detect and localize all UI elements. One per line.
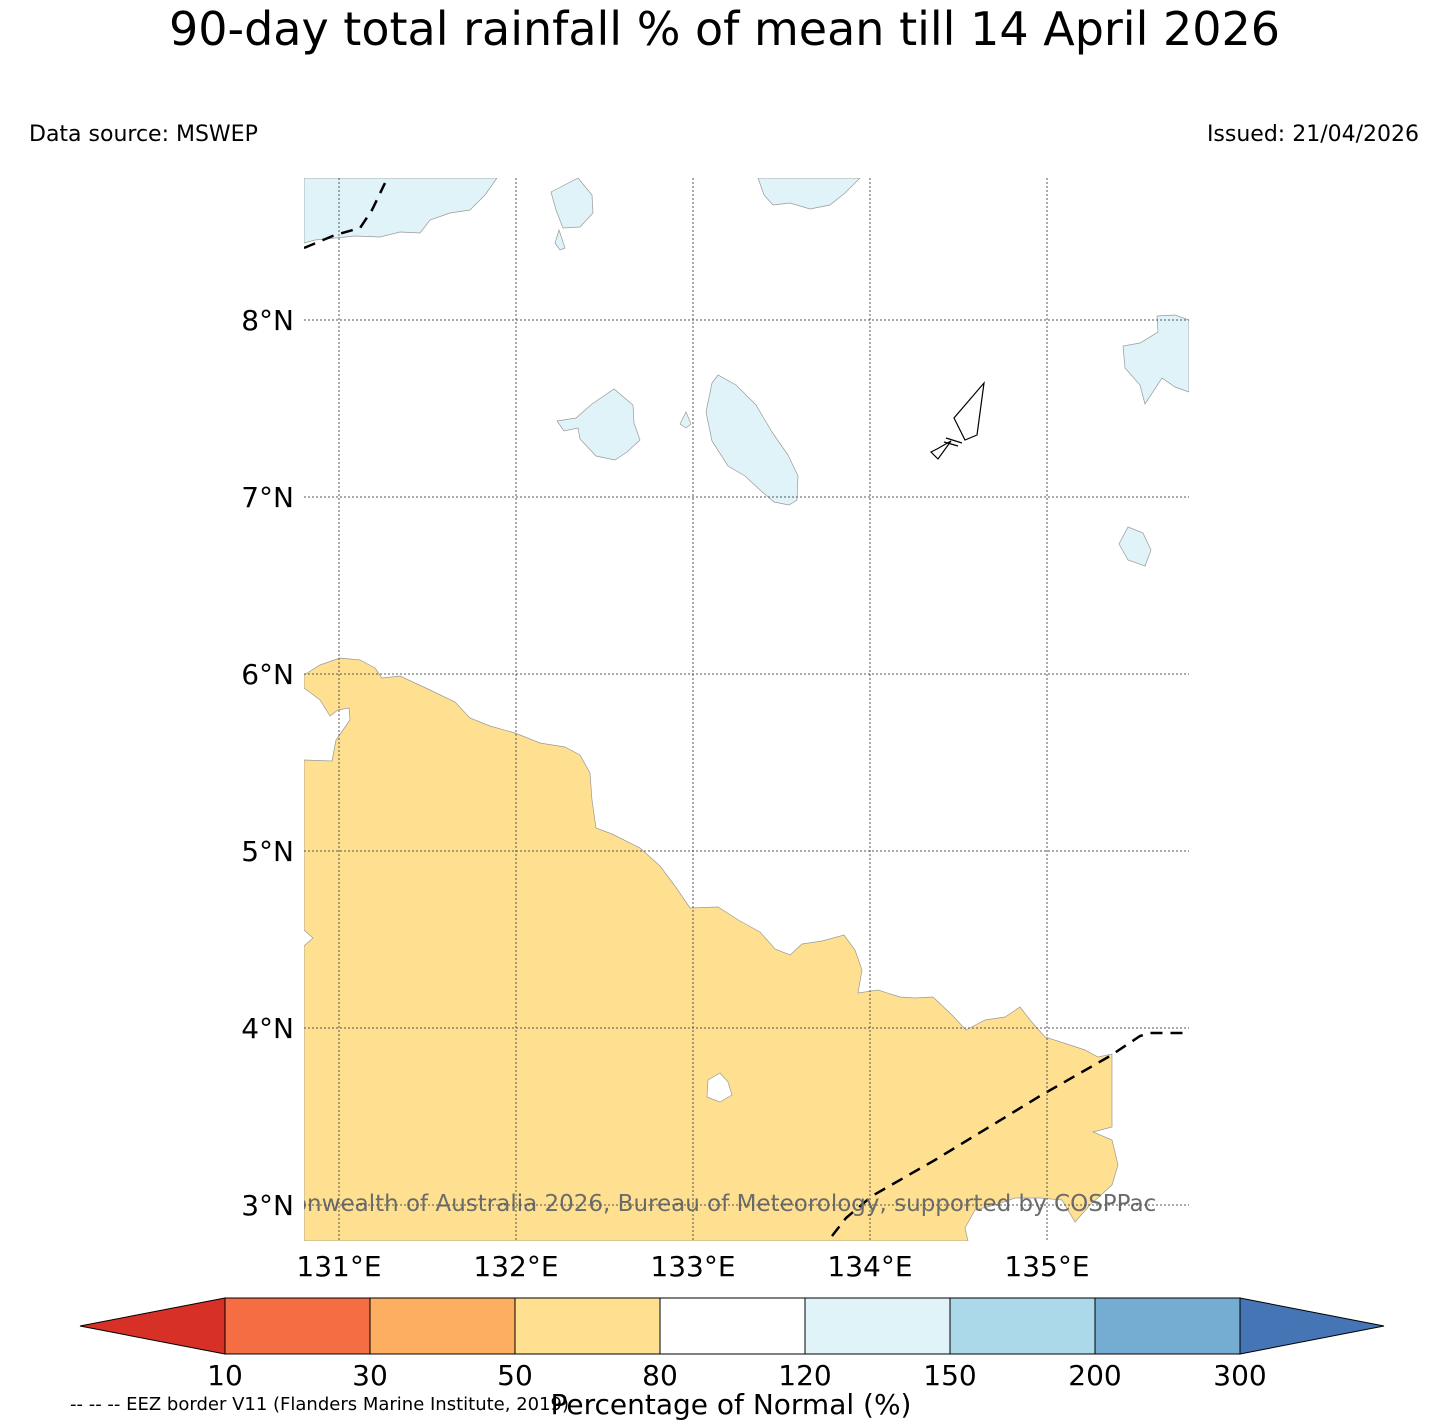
island-east-small xyxy=(1118,526,1152,567)
colorbar-swatch-30-50 xyxy=(369,1297,516,1355)
islet-middle xyxy=(679,411,692,429)
island-north-small xyxy=(550,178,594,229)
lon-label: 134°E xyxy=(827,1250,912,1283)
colorbar-label: Percentage of Normal (%) xyxy=(550,1388,912,1421)
lon-labels: 131°E 132°E 133°E 134°E 135°E xyxy=(296,1250,1089,1283)
graticule xyxy=(304,178,1189,1241)
inland-white-patch xyxy=(706,1072,733,1103)
colorbar-tick: 150 xyxy=(923,1359,976,1392)
lat-label: 5°N xyxy=(241,835,294,868)
island-middle-large xyxy=(705,374,799,506)
colorbar-extend-high xyxy=(1239,1297,1385,1355)
island-middle-left xyxy=(556,388,641,461)
island-east-upper xyxy=(1122,314,1189,405)
colorbar-ticks: 10 30 50 80 120 150 200 300 xyxy=(207,1359,1267,1392)
lat-label: 6°N xyxy=(241,658,294,691)
islet-north xyxy=(554,228,566,251)
colorbar xyxy=(79,1297,1385,1355)
eez-legend-note: -- -- -- EEZ border V11 (Flanders Marine… xyxy=(70,1394,570,1415)
map-area: © Commonwealth of Australia 2026, Bureau… xyxy=(188,178,1189,1241)
lat-label: 8°N xyxy=(241,304,294,337)
lon-label: 133°E xyxy=(650,1250,735,1283)
colorbar-tick: 120 xyxy=(778,1359,831,1392)
lat-label: 4°N xyxy=(241,1012,294,1045)
colorbar-swatch-200-300 xyxy=(1094,1297,1241,1355)
colorbar-tick: 200 xyxy=(1068,1359,1121,1392)
issued-date: Issued: 21/04/2026 xyxy=(1206,122,1419,147)
colorbar-tick: 80 xyxy=(642,1359,678,1392)
island-northwest xyxy=(304,178,498,244)
island-north-center xyxy=(757,178,861,210)
lat-labels: 8°N 7°N 6°N 5°N 4°N 3°N xyxy=(241,304,294,1222)
lon-label: 132°E xyxy=(473,1250,558,1283)
data-source: Data source: MSWEP xyxy=(29,122,258,147)
colorbar-extend-low xyxy=(79,1297,226,1355)
atoll-outline xyxy=(929,381,985,460)
colorbar-swatch-120-150 xyxy=(804,1297,951,1355)
lat-label: 7°N xyxy=(241,481,294,514)
colorbar-tick: 10 xyxy=(207,1359,243,1392)
lon-label: 131°E xyxy=(296,1250,381,1283)
eez-border-north xyxy=(304,182,387,250)
lon-label: 135°E xyxy=(1004,1250,1089,1283)
copyright-watermark: © Commonwealth of Australia 2026, Bureau… xyxy=(188,1191,1157,1217)
colorbar-swatch-80-120 xyxy=(659,1297,806,1355)
lat-label: 3°N xyxy=(241,1189,294,1222)
colorbar-swatch-50-80 xyxy=(514,1297,661,1355)
map-title: 90-day total rainfall % of mean till 14 … xyxy=(168,2,1281,56)
colorbar-tick: 300 xyxy=(1213,1359,1266,1392)
colorbar-tick: 30 xyxy=(352,1359,388,1392)
colorbar-tick: 50 xyxy=(497,1359,533,1392)
colorbar-swatch-150-200 xyxy=(949,1297,1096,1355)
mainland-region xyxy=(304,657,1119,1241)
colorbar-swatch-10-30 xyxy=(224,1297,371,1355)
atoll-reef-lines xyxy=(943,437,963,447)
